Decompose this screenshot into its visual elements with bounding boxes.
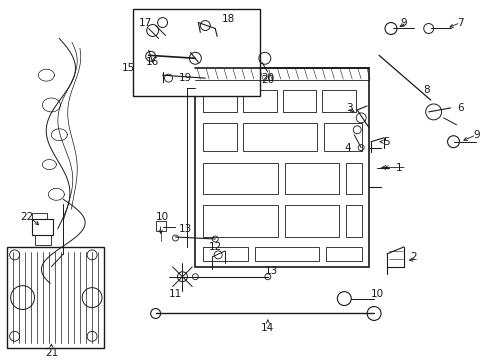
Bar	[285, 163, 340, 194]
Bar	[285, 205, 340, 237]
Bar	[243, 90, 277, 112]
Text: 8: 8	[423, 85, 430, 95]
Text: 2: 2	[411, 252, 417, 262]
Bar	[322, 90, 356, 112]
Bar	[324, 123, 362, 150]
Bar	[326, 247, 362, 261]
Text: 14: 14	[261, 323, 274, 333]
Bar	[7, 247, 104, 348]
Bar	[133, 9, 260, 96]
Text: 17: 17	[139, 18, 152, 27]
Text: 9: 9	[400, 18, 407, 27]
Text: 13: 13	[265, 266, 278, 276]
Bar	[35, 233, 51, 245]
Bar	[31, 213, 48, 225]
Bar	[203, 163, 278, 194]
Bar	[31, 219, 53, 235]
Text: 9: 9	[473, 130, 480, 140]
Text: 7: 7	[457, 18, 464, 27]
Bar	[203, 90, 237, 112]
Text: 11: 11	[169, 289, 182, 298]
Bar	[156, 221, 166, 231]
Text: 12: 12	[209, 242, 222, 252]
Text: 20: 20	[261, 75, 274, 85]
Bar	[346, 205, 362, 237]
Text: 1: 1	[395, 162, 402, 172]
Text: 4: 4	[344, 143, 350, 153]
Bar	[255, 247, 319, 261]
Text: 22: 22	[20, 212, 33, 222]
Text: 6: 6	[457, 103, 464, 113]
Text: 20: 20	[261, 73, 274, 83]
Bar	[196, 68, 369, 267]
Text: 19: 19	[179, 73, 192, 83]
Text: 16: 16	[146, 57, 159, 67]
Text: 13: 13	[179, 224, 192, 234]
Bar	[283, 90, 317, 112]
Text: 15: 15	[122, 63, 135, 73]
Bar	[203, 123, 237, 150]
Text: 18: 18	[221, 14, 235, 23]
Text: 3: 3	[346, 103, 353, 113]
Bar	[203, 205, 278, 237]
Text: 10: 10	[156, 212, 169, 222]
Bar	[243, 123, 318, 150]
Bar	[203, 247, 248, 261]
Text: 5: 5	[384, 137, 391, 147]
Text: 10: 10	[370, 289, 384, 298]
Bar	[346, 163, 362, 194]
Text: 21: 21	[45, 348, 58, 358]
